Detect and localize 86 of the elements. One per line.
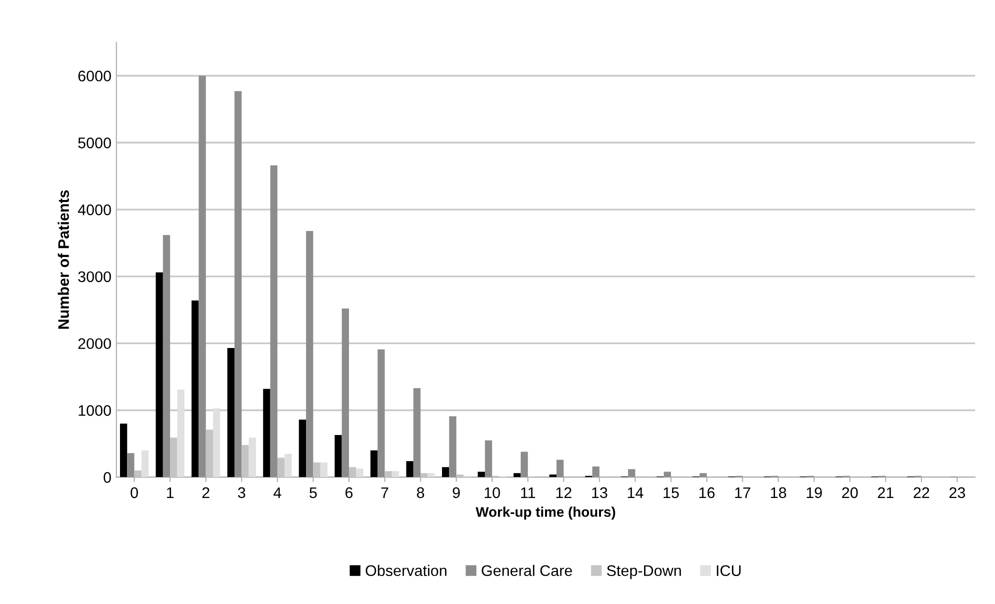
bar: [277, 458, 285, 478]
bar: [520, 452, 528, 478]
bar: [120, 424, 128, 478]
bar: [556, 460, 564, 478]
y-tick-label: 5000: [78, 138, 111, 148]
y-axis-title: Number of Patients: [58, 190, 69, 329]
bar: [234, 91, 242, 478]
bar: [284, 454, 292, 478]
bar: [592, 466, 600, 478]
x-tick-label: 16: [699, 487, 715, 498]
bar: [428, 473, 435, 478]
bar: [298, 420, 306, 478]
x-tick-label: 3: [238, 487, 246, 498]
bar: [406, 461, 414, 478]
y-tick-label: 1000: [78, 405, 111, 416]
bar: [213, 408, 220, 478]
bar: [306, 230, 314, 478]
bar: [263, 388, 270, 478]
bar: [700, 473, 707, 478]
bar: [177, 390, 184, 478]
x-tick-label: 20: [842, 487, 858, 498]
y-tick-label: 0: [104, 472, 111, 483]
bar: [370, 450, 378, 478]
bar: [134, 470, 142, 478]
legend-label: Observation: [366, 564, 446, 576]
bar: [141, 450, 149, 478]
x-tick-label: 9: [452, 487, 460, 498]
bar: [313, 462, 320, 478]
x-tick-label: 15: [664, 487, 679, 498]
bar: [478, 472, 485, 478]
bar: [192, 300, 199, 478]
x-tick-label: 8: [416, 487, 424, 498]
bar: [170, 438, 178, 478]
x-tick-label: 18: [770, 487, 786, 498]
bar: [549, 474, 556, 478]
bar: [392, 471, 400, 478]
legend-label: ICU: [716, 565, 741, 576]
bar: [442, 467, 450, 478]
x-tick-label: 19: [806, 487, 822, 498]
x-tick-label: 21: [878, 487, 894, 498]
bar: [248, 438, 256, 478]
x-tick-label: 4: [274, 487, 282, 498]
bar: [378, 349, 385, 478]
bar: [270, 165, 278, 478]
x-tick-label: 0: [130, 487, 138, 498]
y-tick-label: 4000: [78, 204, 111, 216]
x-tick-label: 1: [167, 487, 174, 498]
bar: [342, 308, 349, 478]
x-tick-label: 2: [202, 487, 210, 498]
legend-label: General Care: [482, 564, 572, 576]
bar: [227, 348, 234, 478]
bar: [162, 234, 170, 478]
x-tick-label: 13: [592, 487, 608, 498]
bar: [156, 272, 163, 478]
x-tick-label: 14: [628, 487, 644, 498]
x-tick-label: 23: [949, 487, 966, 498]
bar: [664, 472, 671, 478]
y-tick-label: 6000: [78, 70, 111, 82]
x-tick-label: 7: [381, 487, 388, 498]
x-tick-label: 10: [484, 487, 500, 498]
bar: [413, 388, 421, 478]
bar: [348, 467, 356, 478]
legend-label: Step-Down: [606, 565, 681, 580]
x-tick-label: 17: [735, 487, 750, 498]
bar: [384, 471, 392, 478]
x-tick-label: 12: [556, 487, 572, 498]
bar: [320, 462, 328, 478]
bar: [242, 445, 249, 478]
bar: [127, 453, 134, 478]
bar: [628, 469, 636, 478]
bar: [514, 473, 521, 478]
bar: [198, 76, 206, 478]
x-tick-label: 5: [310, 487, 317, 498]
bar: [449, 416, 456, 478]
x-tick-label: 11: [521, 487, 536, 498]
bar: [206, 430, 214, 478]
bar: [484, 440, 492, 478]
bar: [456, 474, 464, 478]
bar: [356, 468, 364, 478]
x-tick-label: 6: [346, 487, 353, 498]
bar: [334, 435, 342, 478]
x-tick-label: 22: [914, 487, 930, 498]
y-tick-label: 3000: [78, 271, 111, 282]
x-axis-title: Work-up time (hours): [476, 506, 616, 520]
bar: [420, 473, 428, 478]
y-tick-label: 2000: [78, 338, 111, 350]
